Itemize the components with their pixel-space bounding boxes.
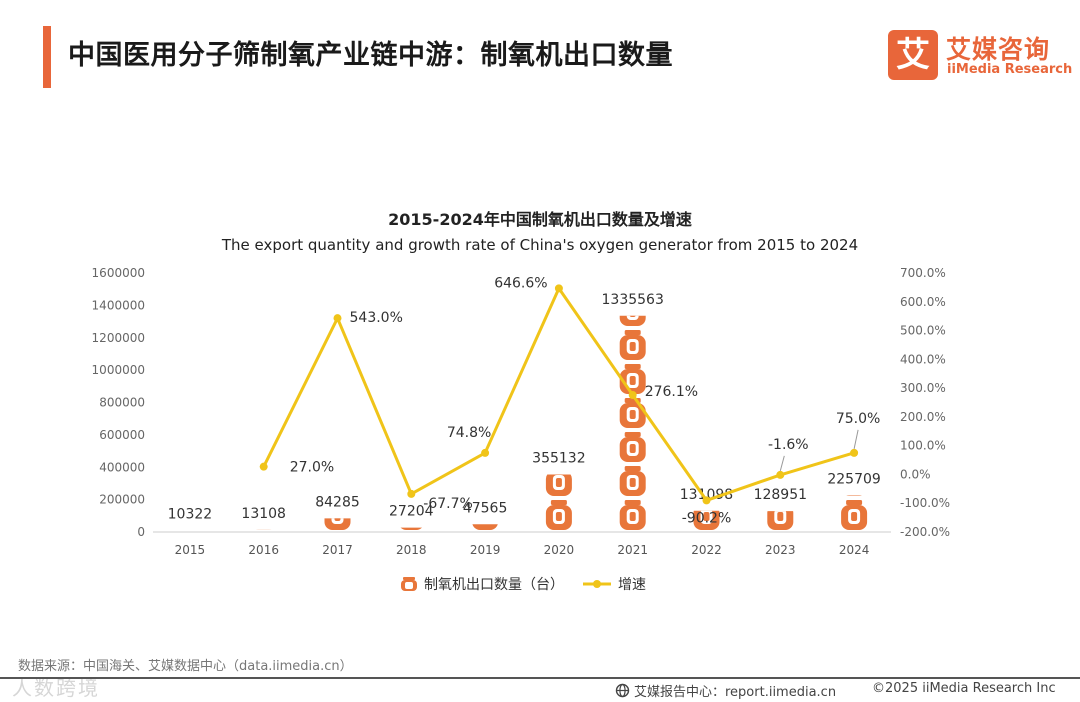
bar-value-label: 131098 (680, 487, 733, 503)
line-marker-icon (583, 580, 611, 588)
y-left-tick-label: 1200000 (92, 331, 145, 345)
logo-en-text: iiMedia Research (947, 62, 1073, 77)
legend-item-growth: 增速 (582, 574, 646, 594)
growth-value-label: 74.8% (447, 425, 491, 441)
growth-value-label: 75.0% (836, 411, 880, 427)
y-left-tick-label: 800000 (99, 396, 145, 410)
bar-2020 (545, 474, 572, 530)
bar-value-label: 84285 (315, 494, 360, 510)
globe-icon (615, 683, 630, 698)
bar-2016 (257, 529, 271, 530)
growth-point-2021 (628, 390, 637, 399)
y-left-tick-label: 1600000 (92, 266, 145, 280)
x-tick-label: 2020 (544, 543, 575, 557)
data-source-note: 数据来源：中国海关、艾媒数据中心（data.iimedia.cn） (18, 659, 353, 674)
y-right-tick-label: -200.0% (900, 525, 950, 539)
bar-2024 (841, 495, 868, 530)
growth-value-label: 646.6% (494, 275, 547, 291)
bar-value-label: 1335563 (602, 292, 664, 308)
x-tick-label: 2016 (248, 543, 279, 557)
logo-cn-text: 艾媒咨询 (946, 35, 1051, 64)
logo-mark: 艾 (888, 30, 938, 80)
oxygen-generator-icon (401, 577, 417, 591)
growth-value-label: 27.0% (290, 460, 334, 476)
growth-point-2023 (776, 470, 785, 479)
x-tick-label: 2021 (617, 543, 648, 557)
growth-point-2022 (702, 496, 711, 505)
y-left-tick-label: 1000000 (92, 363, 145, 377)
growth-point-2020 (554, 284, 563, 293)
y-right-tick-label: 400.0% (900, 352, 946, 366)
y-left-tick-label: 200000 (99, 493, 145, 507)
y-right-tick-label: 600.0% (900, 295, 946, 309)
y-right-tick-label: 500.0% (900, 324, 946, 338)
y-right-tick-label: 700.0% (900, 266, 946, 280)
bar-2019 (472, 524, 498, 530)
growth-point-2017 (333, 314, 342, 323)
bar-2017 (324, 518, 351, 530)
bar-value-label: 47565 (463, 500, 508, 516)
growth-point-2019 (481, 448, 490, 457)
label-leader-line (779, 455, 785, 472)
chart-subtitle: The export quantity and growth rate of C… (221, 236, 859, 254)
bar-value-label: 225709 (827, 471, 880, 487)
x-tick-label: 2017 (322, 543, 353, 557)
x-tick-label: 2015 (175, 543, 206, 557)
y-left-tick-label: 0 (137, 525, 145, 539)
x-tick-label: 2022 (691, 543, 722, 557)
growth-value-label: -67.7% (423, 496, 473, 512)
y-right-tick-label: 200.0% (900, 410, 946, 424)
x-tick-label: 2024 (839, 543, 870, 557)
bar-value-label: 27204 (389, 504, 434, 520)
growth-value-label: -1.6% (768, 437, 809, 453)
y-left-tick-label: 600000 (99, 428, 145, 442)
bar-2023 (767, 511, 794, 530)
growth-value-label: 276.1% (645, 384, 698, 400)
y-right-tick-label: 0.0% (900, 467, 931, 481)
page-title: 中国医用分子筛制氧产业链中游：制氧机出口数量 (68, 40, 673, 71)
bar-2022 (693, 510, 720, 530)
legend-label-quantity: 制氧机出口数量（台） (424, 577, 564, 593)
watermark: 人数跨境 (12, 676, 100, 700)
chart-title: 2015-2024年中国制氧机出口数量及增速 (388, 210, 692, 229)
footer-report-center: 艾媒报告中心：report.iimedia.cn (615, 681, 836, 700)
growth-value-label: -90.2% (682, 510, 732, 526)
bar-value-label: 10322 (168, 506, 213, 522)
y-right-tick-label: 300.0% (900, 381, 946, 395)
growth-point-2016 (259, 462, 268, 471)
footer-divider (0, 677, 1080, 679)
label-leader-line (853, 429, 859, 449)
x-tick-label: 2018 (396, 543, 427, 557)
title-accent-bar (43, 26, 51, 88)
bar-value-label: 13108 (241, 506, 286, 522)
x-tick-label: 2019 (470, 543, 501, 557)
iimedia-logo: 艾 艾媒咨询 iiMedia Research (888, 30, 1072, 82)
y-left-tick-label: 1400000 (92, 298, 145, 312)
bar-2021 (619, 315, 646, 530)
bar-value-label: 128951 (754, 487, 807, 503)
bar-2018 (400, 527, 423, 530)
y-right-tick-label: -100.0% (900, 496, 950, 510)
footer-copyright: ©2025 iiMedia Research Inc (872, 681, 1056, 696)
growth-point-2024 (850, 448, 859, 457)
y-left-tick-label: 400000 (99, 460, 145, 474)
legend-label-growth: 增速 (618, 577, 646, 593)
legend-item-quantity: 制氧机出口数量（台） (400, 574, 564, 594)
x-tick-label: 2023 (765, 543, 796, 557)
growth-point-2018 (407, 489, 416, 498)
bar-value-label: 355132 (532, 451, 585, 467)
growth-value-label: 543.0% (350, 310, 403, 326)
y-right-tick-label: 100.0% (900, 439, 946, 453)
footer-report-text: 艾媒报告中心：report.iimedia.cn (634, 685, 837, 700)
